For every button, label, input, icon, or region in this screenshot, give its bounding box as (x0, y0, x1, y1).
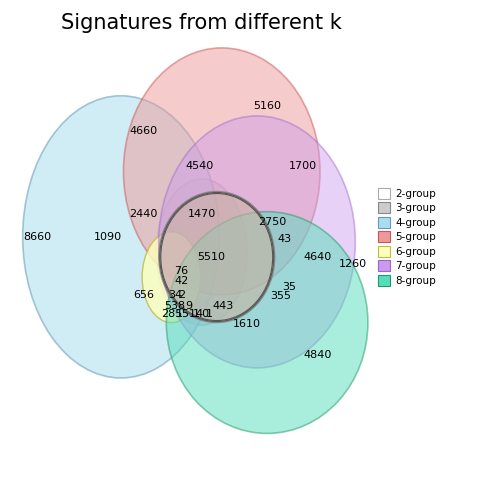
Text: 1: 1 (206, 309, 213, 320)
Text: 4660: 4660 (130, 126, 158, 136)
Text: Signatures from different k: Signatures from different k (61, 13, 342, 33)
Text: 43: 43 (278, 234, 292, 244)
Ellipse shape (142, 232, 201, 323)
Text: 656: 656 (133, 290, 154, 300)
Ellipse shape (166, 212, 368, 433)
Text: 4540: 4540 (185, 161, 213, 171)
Ellipse shape (23, 96, 219, 378)
Text: 2750: 2750 (258, 217, 286, 227)
Ellipse shape (159, 116, 355, 368)
Ellipse shape (169, 202, 229, 302)
Text: 2: 2 (178, 290, 185, 300)
Text: 443: 443 (213, 301, 234, 311)
Ellipse shape (123, 48, 320, 295)
Text: 1090: 1090 (94, 232, 122, 242)
Text: 5160: 5160 (253, 101, 281, 111)
Text: 4840: 4840 (303, 350, 332, 360)
Text: 1470: 1470 (187, 209, 216, 219)
Text: 538: 538 (164, 301, 185, 311)
Text: 40: 40 (196, 309, 210, 320)
Text: 1260: 1260 (339, 259, 367, 269)
Ellipse shape (159, 192, 275, 323)
Text: 1700: 1700 (288, 161, 317, 171)
Text: 76: 76 (174, 266, 188, 276)
Text: 4640: 4640 (303, 252, 332, 262)
Text: 285: 285 (161, 309, 182, 320)
Text: 42: 42 (174, 276, 188, 286)
Text: 1610: 1610 (233, 319, 261, 329)
Text: 35: 35 (282, 282, 296, 292)
Legend: 2-group, 3-group, 4-group, 5-group, 6-group, 7-group, 8-group: 2-group, 3-group, 4-group, 5-group, 6-gr… (375, 186, 438, 288)
Text: 34: 34 (168, 290, 182, 300)
Text: 1: 1 (193, 309, 200, 320)
Text: 151: 151 (176, 309, 197, 320)
Text: 355: 355 (270, 291, 291, 301)
Text: 8660: 8660 (24, 232, 52, 242)
Ellipse shape (156, 179, 247, 325)
Text: 9: 9 (185, 301, 193, 311)
Text: 2440: 2440 (130, 209, 158, 219)
Text: 5510: 5510 (198, 252, 226, 262)
